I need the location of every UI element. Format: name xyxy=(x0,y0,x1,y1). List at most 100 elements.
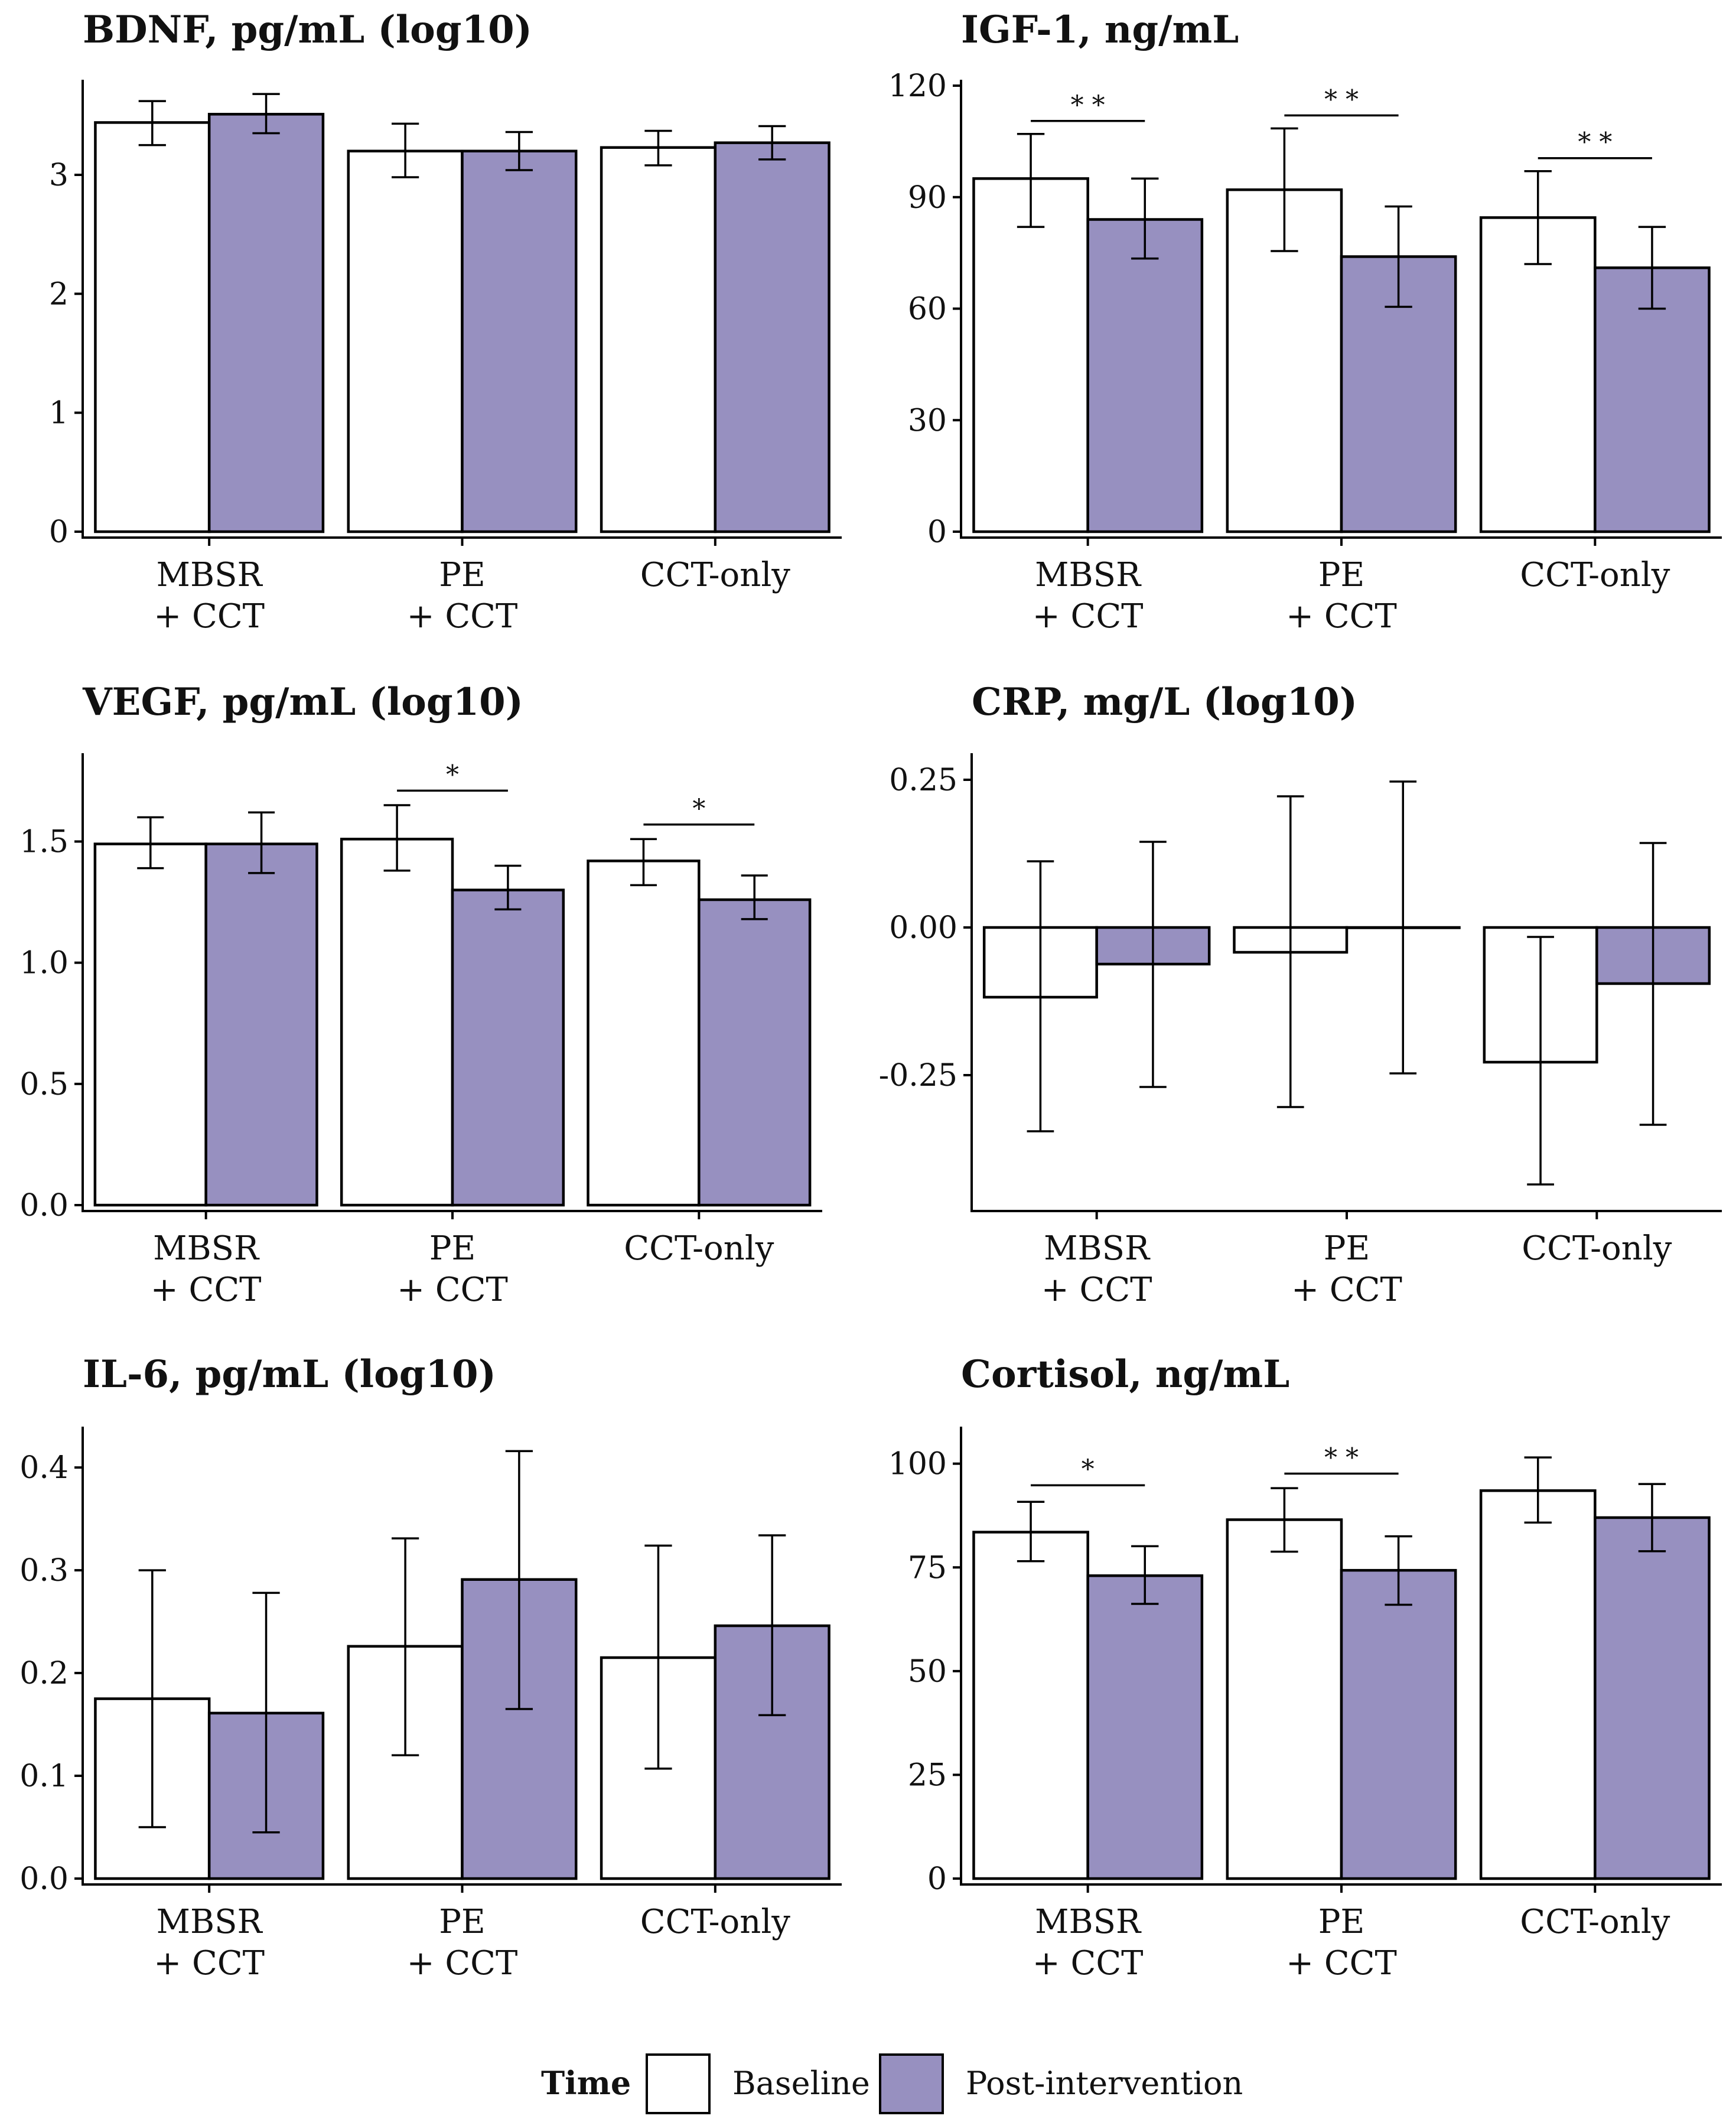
y-tick-label: 1.5 xyxy=(19,825,69,860)
bar-post xyxy=(451,888,565,1207)
x-tick-label: PE + CCT xyxy=(397,1229,508,1309)
x-tick-label: PE + CCT xyxy=(1291,1229,1402,1309)
y-tick-label: 50 xyxy=(908,1654,947,1690)
bar-baseline xyxy=(1226,1518,1343,1880)
bar-post xyxy=(1594,266,1711,533)
error-bar-baseline xyxy=(1017,1500,1045,1563)
x-tick-label: PE + CCT xyxy=(1286,1903,1397,1983)
y-tick-label: 30 xyxy=(908,403,947,438)
chart-title: IL-6, pg/mL (log10) xyxy=(83,1352,496,1397)
y-tick-label: 100 xyxy=(888,1447,947,1482)
y-tick-label: 0.2 xyxy=(19,1656,69,1691)
significance-label: * * xyxy=(1578,128,1612,158)
y-tick-label: 75 xyxy=(908,1550,947,1586)
error-bar-baseline xyxy=(391,122,419,178)
y-tick-label: 0 xyxy=(927,515,947,550)
y-tick-label: 3 xyxy=(49,158,69,193)
error-bar-baseline xyxy=(383,804,411,872)
legend-label-baseline: Baseline xyxy=(732,2065,870,2102)
x-tick-label: CCT-only xyxy=(1520,556,1670,594)
error-bar-baseline xyxy=(137,816,164,870)
chart-title: IGF-1, ng/mL xyxy=(961,8,1239,52)
y-tick-label: 0.1 xyxy=(19,1759,69,1794)
error-bar-baseline xyxy=(1271,1487,1298,1553)
y-tick-label: 0.5 xyxy=(19,1067,69,1102)
bar-post xyxy=(714,141,830,533)
bar-post xyxy=(698,898,812,1207)
y-tick-label: 0.0 xyxy=(19,1188,69,1223)
axes xyxy=(960,80,1722,539)
chart-title: CRP, mg/L (log10) xyxy=(972,680,1357,724)
chart-title: Cortisol, ng/mL xyxy=(961,1352,1289,1397)
x-tick-label: PE + CCT xyxy=(407,1903,518,1983)
error-bar-post xyxy=(505,1450,533,1710)
error-bar-post xyxy=(741,874,768,920)
error-bar-post xyxy=(252,1591,280,1834)
y-tick-label: 90 xyxy=(908,180,947,216)
axes xyxy=(82,753,822,1212)
error-bar-post xyxy=(1638,226,1666,310)
x-tick-label: PE + CCT xyxy=(1286,556,1397,636)
bar-post xyxy=(207,113,325,533)
chart-panel-2: IGF-1, ng/mL 0 30 60 90 120 MBSR + CCT PE + CCT CC… xyxy=(888,8,1722,636)
bar-baseline xyxy=(1479,216,1597,533)
error-bar-baseline xyxy=(1524,1456,1552,1524)
y-tick-label: 0.3 xyxy=(19,1553,69,1589)
error-bar-baseline xyxy=(1271,127,1298,252)
error-bar-post xyxy=(505,131,533,171)
chart-panel-6: Cortisol, ng/mL 0 25 50 75 100 MBSR + CCT PE + CC… xyxy=(888,1352,1722,1983)
error-bar-post xyxy=(758,1534,786,1717)
chart-panel-1: BDNF, pg/mL (log10) 0 1 2 3 MBSR + CCT PE + CCT C… xyxy=(49,8,842,636)
bar-post xyxy=(461,149,578,533)
bar-baseline xyxy=(972,1531,1089,1880)
bar-baseline xyxy=(1479,1489,1597,1880)
bar-baseline xyxy=(972,177,1089,533)
x-tick-label: CCT-only xyxy=(624,1229,774,1268)
error-bar-post xyxy=(1139,841,1167,1088)
bar-post xyxy=(1340,1568,1457,1880)
error-bar-baseline xyxy=(630,838,657,887)
error-bar-post xyxy=(758,125,786,161)
y-tick-label: 60 xyxy=(908,292,947,327)
legend-swatch-post xyxy=(879,2053,944,2114)
error-bar-post xyxy=(1385,1535,1412,1606)
chart-panel-3: VEGF, pg/mL (log10) 0.0 0.5 1.0 1.5 MBSR + CCT… xyxy=(19,680,822,1309)
x-tick-label: MBSR + CCT xyxy=(154,556,265,636)
legend-title: Time xyxy=(541,2064,631,2102)
error-bar-baseline xyxy=(391,1537,419,1756)
x-tick-label: MBSR + CCT xyxy=(151,1229,262,1309)
legend: Time Baseline Post-intervention xyxy=(541,2053,1243,2114)
legend-label-post: Post-intervention xyxy=(966,2065,1243,2102)
error-bar-baseline xyxy=(1276,795,1304,1108)
significance-label: * * xyxy=(1324,84,1359,115)
significance-label: * xyxy=(1082,1454,1095,1485)
y-tick-label: 0.00 xyxy=(889,910,957,946)
bar-post xyxy=(1594,1516,1711,1880)
bar-baseline xyxy=(94,121,211,533)
y-tick-label: 0.4 xyxy=(19,1450,69,1486)
bar-post xyxy=(1086,1574,1204,1880)
x-tick-label: MBSR + CCT xyxy=(154,1903,265,1983)
error-bar-baseline xyxy=(644,129,672,167)
error-bar-baseline xyxy=(1524,170,1552,265)
x-tick-label: MBSR + CCT xyxy=(1033,1903,1144,1983)
error-bar-baseline xyxy=(138,100,166,147)
y-tick-label: 25 xyxy=(908,1757,947,1793)
axes xyxy=(970,753,1722,1212)
y-tick-label: 2 xyxy=(49,276,69,312)
error-bar-post xyxy=(1639,842,1667,1126)
chart-title: BDNF, pg/mL (log10) xyxy=(83,8,532,52)
axes xyxy=(82,80,842,539)
y-tick-label: 0 xyxy=(927,1861,947,1897)
error-bar-post xyxy=(1638,1483,1666,1552)
significance-label: * xyxy=(692,794,705,824)
bar-post xyxy=(204,842,318,1207)
axes xyxy=(960,1427,1722,1886)
error-bar-post xyxy=(252,93,280,135)
x-tick-label: CCT-only xyxy=(1520,1903,1670,1941)
error-bar-baseline xyxy=(1027,860,1054,1132)
x-tick-label: MBSR + CCT xyxy=(1033,556,1144,636)
y-tick-label: 1 xyxy=(49,396,69,431)
bar-baseline xyxy=(587,860,701,1207)
y-tick-label: 0.25 xyxy=(889,763,957,798)
